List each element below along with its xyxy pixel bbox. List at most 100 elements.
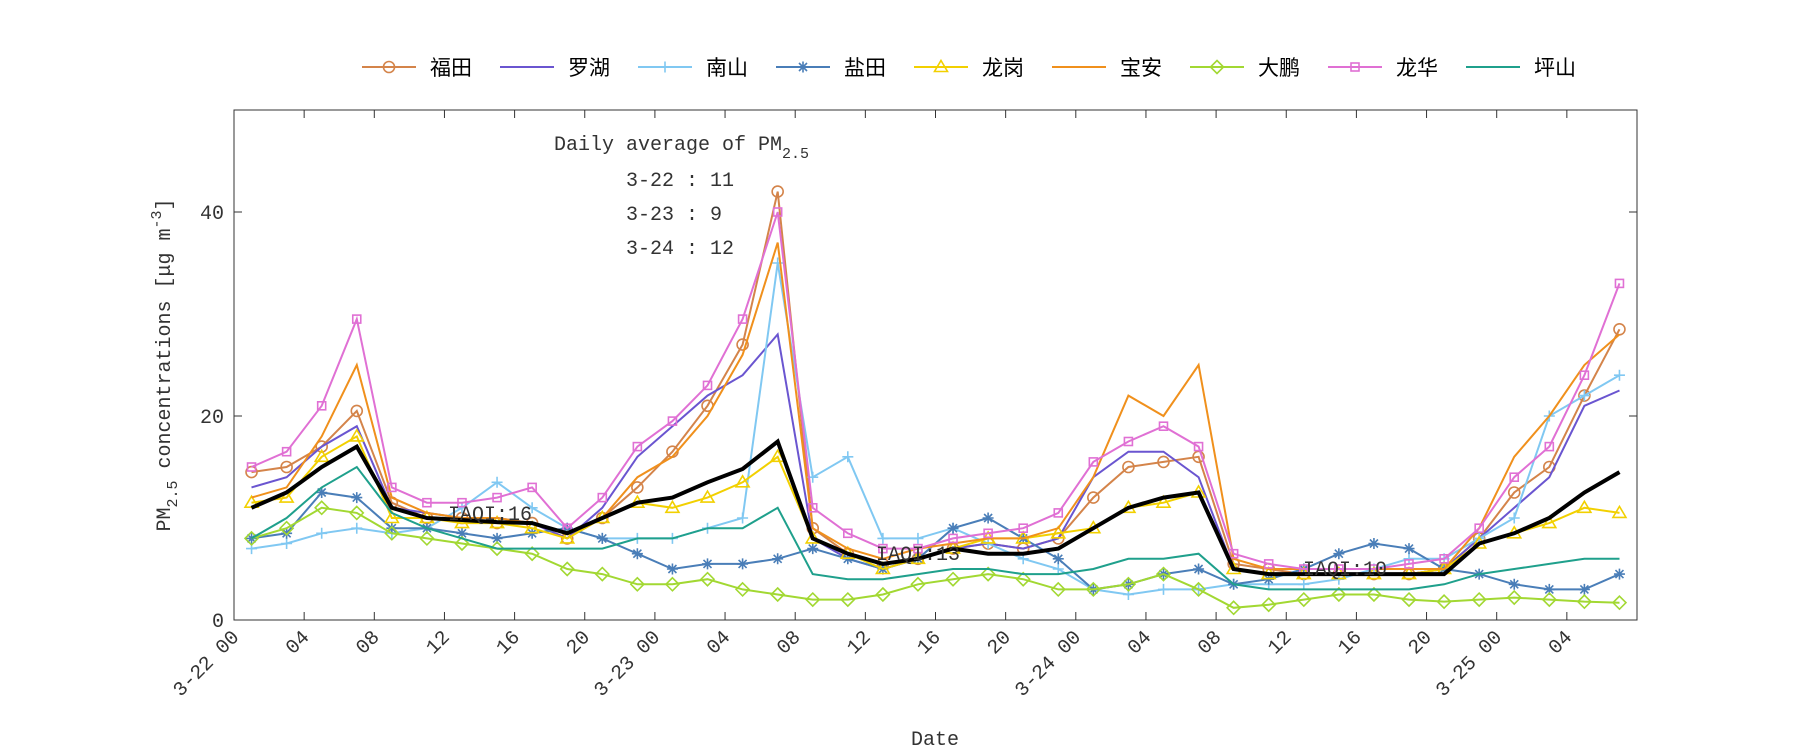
marker <box>667 416 678 426</box>
y-axis-label: PM2.5 concentrations [μg m-3] <box>149 198 182 531</box>
marker <box>631 481 644 494</box>
marker <box>280 460 293 474</box>
marker <box>736 338 749 351</box>
marker <box>1507 486 1521 499</box>
marker <box>1541 515 1558 529</box>
marker <box>734 581 751 598</box>
marker <box>281 527 293 539</box>
marker <box>1015 571 1031 587</box>
marker <box>772 207 783 217</box>
legend-label: 盐田 <box>844 56 886 80</box>
marker <box>1436 594 1452 610</box>
legend-item: 福田 <box>362 56 472 80</box>
series-line <box>251 332 1620 576</box>
marker <box>912 532 924 544</box>
marker <box>980 566 996 582</box>
x-tick-label: 08 <box>352 627 385 660</box>
y-label-part: concentrations [μg m <box>154 228 177 480</box>
marker <box>948 533 958 544</box>
marker <box>1474 523 1484 534</box>
marker <box>982 512 994 524</box>
annotation: 3-23 : 9 <box>626 204 722 227</box>
marker <box>1613 369 1625 381</box>
series-line <box>251 211 1621 570</box>
marker <box>807 502 818 513</box>
marker <box>278 520 295 536</box>
marker <box>386 522 398 534</box>
series <box>243 500 1628 616</box>
x-tick-label: 08 <box>773 627 806 660</box>
marker <box>1576 594 1593 610</box>
marker <box>1050 581 1066 598</box>
y-tick-label: 20 <box>200 407 224 430</box>
y-tick-label: 0 <box>212 611 224 634</box>
x-tick-label: 3-24 00 <box>1011 627 1087 703</box>
marker <box>278 489 295 503</box>
marker <box>1296 591 1312 608</box>
marker <box>807 543 819 555</box>
marker <box>734 474 751 488</box>
marker <box>629 576 645 592</box>
average-line <box>250 438 1621 577</box>
series-line <box>250 465 1620 591</box>
marker <box>1228 548 1239 559</box>
y-label-part: ] <box>154 198 177 210</box>
marker <box>1226 600 1242 616</box>
series <box>250 465 1620 591</box>
marker <box>349 505 365 521</box>
legend-label: 龙岗 <box>982 56 1024 80</box>
marker <box>631 548 643 560</box>
marker <box>737 558 749 570</box>
marker <box>454 535 470 552</box>
x-tick-label: 16 <box>1334 627 1367 660</box>
iaqi-label: IAQI:13 <box>876 544 960 567</box>
marker <box>1087 491 1100 504</box>
marker <box>422 497 432 508</box>
x-tick-label: 12 <box>422 627 455 660</box>
legend-marker <box>659 61 671 73</box>
marker <box>315 440 328 453</box>
marker <box>524 520 541 534</box>
marker <box>1123 436 1134 447</box>
marker <box>910 576 926 592</box>
marker <box>1193 563 1205 575</box>
marker <box>1261 597 1277 613</box>
marker <box>1611 504 1628 519</box>
annotation: 3-22 : 11 <box>626 170 734 193</box>
marker <box>457 497 467 508</box>
marker <box>559 561 575 577</box>
marker <box>805 591 821 608</box>
marker <box>1368 538 1380 549</box>
legend-item: 大鹏 <box>1190 56 1300 80</box>
marker <box>1050 525 1067 539</box>
marker <box>384 525 400 541</box>
legend-label: 罗湖 <box>568 56 610 80</box>
x-tick-label: 20 <box>562 627 595 660</box>
marker <box>1298 578 1310 590</box>
series-line <box>251 262 1621 596</box>
marker <box>699 571 716 587</box>
marker <box>840 591 856 608</box>
marker <box>737 512 749 524</box>
marker <box>1403 553 1415 565</box>
x-tick-label: 04 <box>703 627 736 660</box>
y-label-part: PM <box>154 508 177 532</box>
marker <box>1157 583 1169 595</box>
annotation-title: Daily average of PM2.5 <box>554 134 809 163</box>
marker <box>702 558 714 570</box>
legend-item: 坪山 <box>1466 56 1576 80</box>
legend-label: 坪山 <box>1534 56 1576 80</box>
marker <box>947 522 959 534</box>
marker <box>1508 512 1520 524</box>
marker <box>1122 460 1135 474</box>
marker <box>1155 494 1172 508</box>
marker <box>1333 548 1345 560</box>
annotation-sub: 2.5 <box>782 146 809 163</box>
marker <box>1085 581 1101 598</box>
marker <box>1157 455 1170 469</box>
iaqi-label: IAQI:16 <box>448 504 532 527</box>
x-tick-label: 20 <box>1404 627 1437 660</box>
legend-label: 大鹏 <box>1258 56 1300 80</box>
marker <box>874 560 891 575</box>
marker <box>491 476 503 488</box>
